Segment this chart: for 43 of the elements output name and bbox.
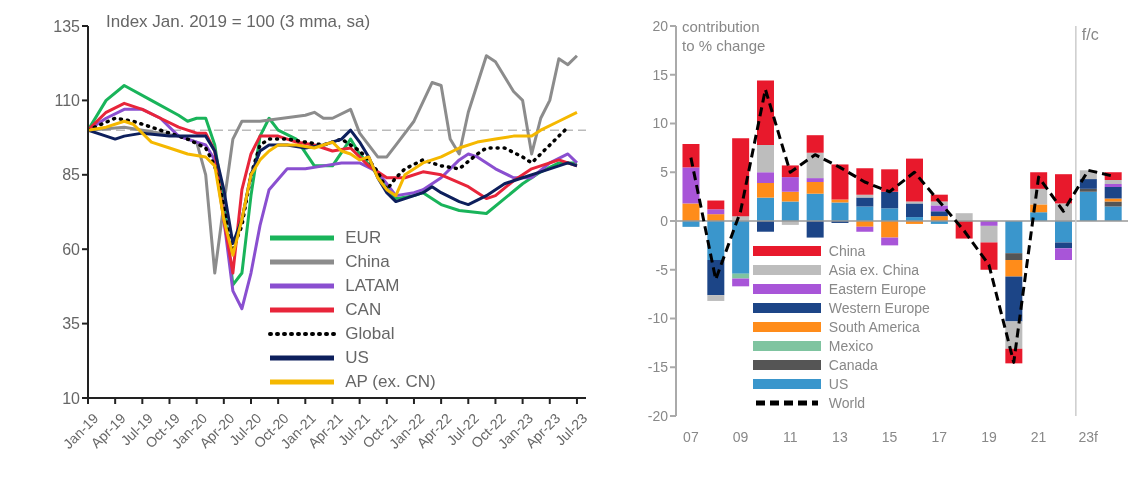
- y-tick-label: 110: [54, 92, 81, 110]
- y-tick-label: 35: [62, 315, 81, 333]
- y-tick-label: 5: [660, 164, 669, 181]
- legend-label: Canada: [828, 356, 878, 373]
- ref-line-label: f/c: [1081, 26, 1099, 43]
- x-tick-label: 17: [931, 429, 948, 445]
- y-tick-label: 15: [652, 66, 669, 83]
- legend-label: South America: [828, 318, 920, 335]
- x-tick-label: 07: [683, 429, 699, 445]
- chart-title: Index Jan. 2019 = 100 (3 mma, sa): [106, 12, 371, 32]
- legend-label: Asia ex. China: [828, 261, 920, 278]
- legend-label: Mexico: [828, 337, 874, 354]
- x-tick-label: 11: [782, 429, 798, 445]
- legend-label: US: [828, 375, 849, 392]
- x-tick-label: 21: [1030, 429, 1047, 445]
- x-tick-label: 13: [832, 429, 848, 445]
- y-tick-label: 10: [62, 389, 81, 407]
- y-tick-label: 20: [652, 17, 669, 34]
- y-tick-label: 60: [62, 240, 81, 258]
- y-tick-label: 135: [53, 17, 81, 35]
- legend-label: World: [828, 394, 866, 411]
- y-tick-label: 85: [62, 166, 81, 184]
- y-tick-label: -5: [655, 261, 669, 278]
- x-tick-label: 15: [881, 429, 898, 445]
- x-tick-label: 19: [981, 429, 997, 445]
- legend-label: China: [828, 242, 866, 259]
- y-tick-label: -20: [647, 407, 669, 424]
- y-tick-label: 10: [652, 115, 669, 132]
- legend-label: CAN: [345, 300, 382, 320]
- legend-label: LATAM: [345, 276, 400, 296]
- y-tick-label: -10: [647, 310, 669, 327]
- y-tick-label: 0: [660, 212, 669, 229]
- legend-label: EUR: [345, 228, 382, 248]
- x-tick-label: 23f: [1078, 429, 1099, 445]
- x-tick-label: 09: [732, 429, 749, 445]
- legend-label: US: [345, 348, 369, 368]
- legend-label: Eastern Europe: [828, 280, 927, 297]
- legend-label: Global: [345, 324, 395, 344]
- y-axis-title: contribution to % change: [682, 18, 767, 56]
- legend-label: AP (ex. CN): [345, 372, 436, 392]
- legend-label: China: [345, 252, 390, 272]
- legend-label: Western Europe: [828, 299, 930, 316]
- y-tick-label: -15: [647, 359, 669, 376]
